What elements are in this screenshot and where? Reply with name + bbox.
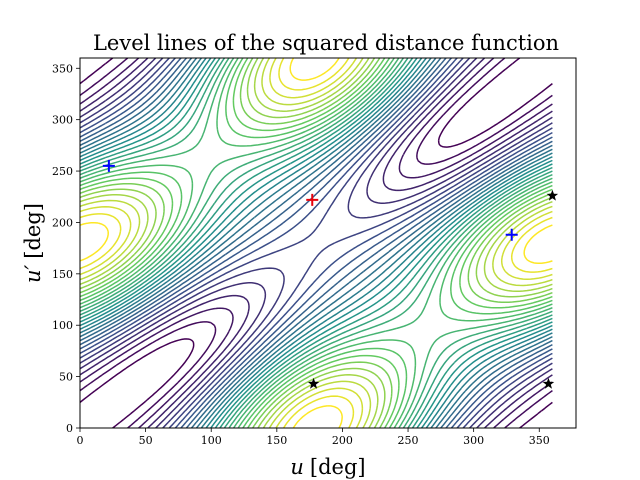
markers	[102, 159, 559, 389]
contour-level	[80, 58, 553, 428]
contour-level	[80, 58, 553, 428]
y-axis-ticks: 0 50 100 150 200 250 300 350	[52, 62, 80, 435]
y-tick-label: 300	[52, 114, 73, 127]
contour-level	[80, 58, 553, 428]
plus-marker	[102, 159, 115, 172]
x-axis-label-var: u	[290, 455, 304, 479]
contour-level	[80, 58, 553, 428]
x-tick-label: 150	[266, 434, 287, 447]
contour-level	[80, 58, 553, 428]
contour-level	[80, 58, 553, 428]
contour-level	[80, 58, 553, 428]
y-axis-label: u′ [deg]	[21, 203, 45, 283]
contour-level	[80, 58, 553, 428]
contour-level	[80, 58, 553, 428]
contour-level	[80, 58, 553, 428]
y-axis-label-var: u′	[21, 264, 45, 283]
contour-level	[80, 58, 553, 428]
contour-level	[80, 58, 553, 428]
y-tick-label: 150	[52, 268, 73, 281]
contour-level	[80, 58, 553, 428]
contour-level	[80, 58, 553, 428]
plus-marker	[505, 228, 518, 241]
y-tick-label: 250	[52, 165, 73, 178]
x-axis-label-unit: [deg]	[310, 455, 366, 479]
y-tick-label: 200	[52, 216, 73, 229]
x-axis-label: u [deg]	[290, 455, 365, 479]
contour-level	[80, 58, 553, 428]
contour-level	[80, 58, 553, 428]
x-tick-label: 0	[77, 434, 84, 447]
y-tick-label: 0	[66, 422, 73, 435]
star-marker	[542, 377, 555, 389]
contour-level	[80, 58, 553, 428]
y-tick-label: 50	[59, 371, 73, 384]
contour-level	[80, 58, 553, 428]
x-tick-label: 100	[201, 434, 222, 447]
x-axis-ticks: 0 50 100 150 200 250 300 350	[77, 428, 550, 447]
x-tick-label: 50	[139, 434, 153, 447]
plus-marker	[306, 193, 319, 206]
x-tick-label: 250	[398, 434, 419, 447]
y-tick-label: 350	[52, 62, 73, 75]
contour-level	[80, 58, 553, 428]
contour-level	[80, 58, 553, 428]
x-tick-label: 200	[332, 434, 353, 447]
y-tick-label: 100	[52, 319, 73, 332]
star-marker	[307, 377, 320, 389]
y-axis-label-unit: [deg]	[21, 203, 45, 259]
x-tick-label: 350	[529, 434, 550, 447]
contour-level	[80, 58, 553, 428]
chart-title: Level lines of the squared distance func…	[93, 31, 559, 55]
contour-lines	[80, 58, 553, 428]
contour-level	[80, 58, 553, 428]
contour-level	[80, 58, 553, 428]
plot-frame	[79, 57, 577, 429]
x-tick-label: 300	[463, 434, 484, 447]
star-marker	[546, 189, 559, 201]
contour-level	[80, 58, 553, 428]
